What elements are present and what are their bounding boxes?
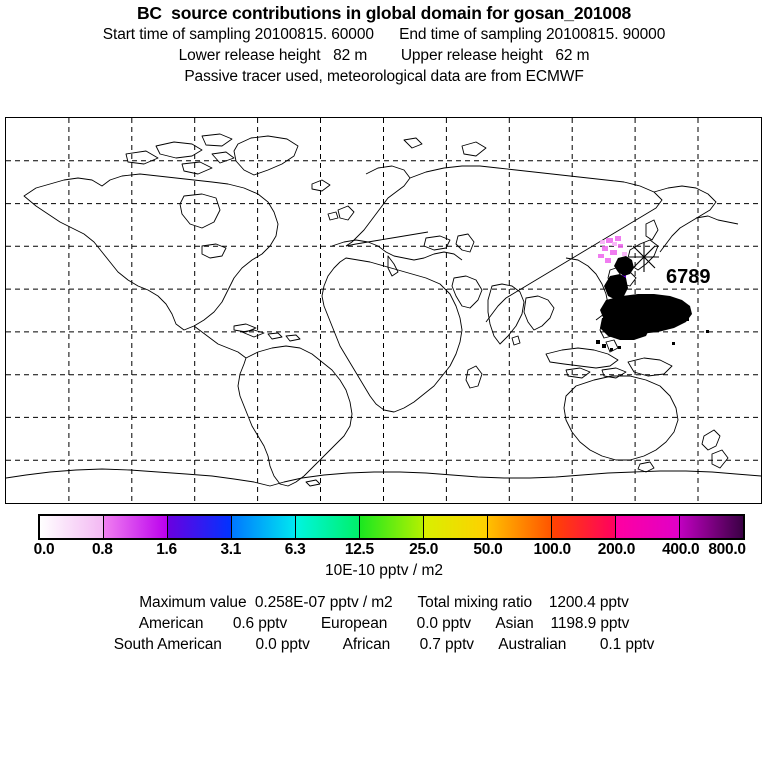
header-block: BC source contributions in global domain…: [0, 0, 768, 87]
statistics-block: Maximum value 0.258E-07 pptv / m2 Total …: [0, 592, 768, 655]
tracer-info-line: Passive tracer used, meteorological data…: [184, 68, 584, 85]
colorbar-segment-5: [360, 516, 424, 538]
colorbar-tick-11: 800.0: [708, 541, 746, 558]
colorbar-tick-3: 3.1: [220, 541, 242, 558]
sampling-time-line: Start time of sampling 20100815. 60000 E…: [102, 26, 666, 43]
concentration-plume: [596, 236, 709, 351]
region-row-1: American 0.6 pptv European 0.0 pptv Asia…: [138, 615, 630, 632]
colorbar-unit-label: 10E-10 pptv / m2: [324, 562, 444, 579]
max-value-line: Maximum value 0.258E-07 pptv / m2 Total …: [139, 594, 629, 611]
colorbar-tick-5: 12.5: [344, 541, 374, 558]
release-site-star: [629, 242, 659, 272]
colorbar-tick-7: 50.0: [473, 541, 503, 558]
colorbar-segment-4: [296, 516, 360, 538]
colorbar-segment-10: [680, 516, 743, 538]
plume-faint-cells: [600, 240, 627, 256]
colorbar[interactable]: [38, 514, 745, 540]
world-map: [6, 118, 761, 503]
colorbar-segment-0: [40, 516, 104, 538]
page-title: BC source contributions in global domain…: [136, 3, 632, 23]
plume-core: [596, 256, 709, 351]
colorbar-segment-6: [424, 516, 488, 538]
colorbar-tick-2: 1.6: [156, 541, 177, 558]
release-height-line: Lower release height 82 m Upper release …: [178, 47, 590, 64]
colorbar-tick-1: 0.8: [91, 541, 113, 558]
colorbar-tick-4: 6.3: [284, 541, 306, 558]
graticule-gridlines: [6, 118, 761, 503]
colorbar-tick-0: 0.0: [33, 541, 55, 558]
colorbar-segment-2: [168, 516, 232, 538]
colorbar-tick-6: 25.0: [409, 541, 439, 558]
colorbar-segment-1: [104, 516, 168, 538]
global-map-panel[interactable]: 6789: [5, 117, 762, 504]
colorbar-tick-10: 400.0: [662, 541, 700, 558]
coastlines: [6, 133, 761, 487]
colorbar-tick-8: 100.0: [533, 541, 572, 558]
colorbar-segment-9: [616, 516, 680, 538]
colorbar-tick-labels: 0.0 0.8 1.6 3.1 6.3 12.5 25.0 50.0 100.0 200.0 400…: [0, 541, 768, 561]
colorbar-segment-7: [488, 516, 552, 538]
plume-value-label: 6789: [666, 266, 711, 288]
colorbar-segment-8: [552, 516, 616, 538]
colorbar-segment-3: [232, 516, 296, 538]
colorbar-tick-9: 200.0: [597, 541, 636, 558]
plume-low-cells: [598, 236, 623, 263]
colorbar-container[interactable]: [38, 514, 745, 540]
region-row-2: South American 0.0 pptv African 0.7 pptv…: [113, 636, 655, 653]
